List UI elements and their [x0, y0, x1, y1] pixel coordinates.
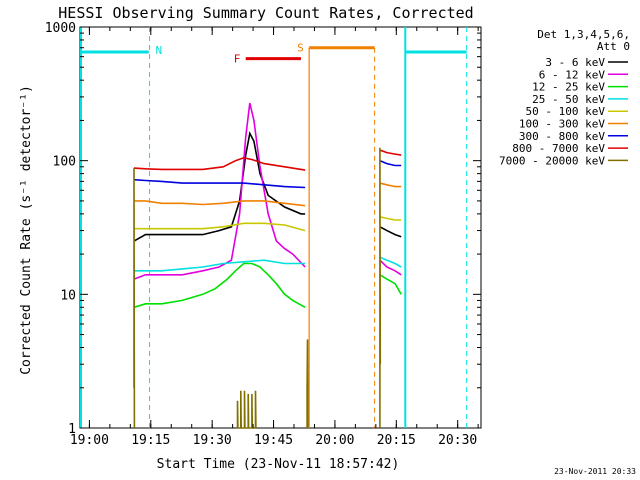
attenuator-label: N	[156, 44, 163, 57]
x-tick-label: 19:30	[193, 433, 232, 448]
x-tick-label: 20:30	[438, 433, 477, 448]
series-50-100-kev	[134, 216, 402, 232]
series-3-6-kev	[133, 131, 402, 242]
legend-entry-label: 800 - 7000 keV	[512, 142, 605, 155]
series-line	[306, 339, 309, 429]
x-axis: 19:00 19:15 19:30 19:45 20:00 20:15 20:30	[70, 27, 479, 448]
series-100-300-kev	[134, 182, 402, 207]
series-line	[379, 159, 402, 167]
legend-entry-label: 7000 - 20000 keV	[499, 154, 605, 167]
y-tick-label: 1000	[45, 21, 76, 36]
flag-label: F	[234, 53, 241, 66]
y-axis-label: Corrected Count Rate (s⁻¹ detector⁻¹)	[19, 85, 34, 375]
series-300-800-kev	[133, 159, 402, 189]
series-line	[134, 200, 306, 207]
legend-title-line-2: Att 0	[597, 40, 630, 53]
x-axis-label: Start Time (23-Nov-11 18:57:42)	[157, 457, 400, 472]
y-tick-label: 1	[68, 422, 76, 437]
x-tick-label: 19:45	[254, 433, 293, 448]
series-line	[379, 182, 402, 188]
series-12-25-kev	[133, 262, 402, 309]
plot-frame	[79, 26, 482, 429]
x-tick-label: 20:00	[315, 433, 354, 448]
legend-entry-label: 50 - 100 keV	[526, 105, 606, 118]
y-tick-label: 100	[53, 155, 76, 170]
series-line	[379, 226, 402, 238]
series-line	[379, 149, 402, 156]
legend-entry-label: 25 - 50 keV	[532, 93, 605, 106]
x-tick-label: 20:15	[377, 433, 416, 448]
series-line	[134, 259, 306, 272]
series-line	[133, 262, 306, 309]
series-line	[133, 178, 306, 189]
legend-entry-label: 12 - 25 keV	[532, 81, 605, 94]
x-tick-label: 19:00	[70, 433, 109, 448]
series-line	[379, 256, 402, 268]
series-line	[133, 156, 306, 171]
series-line	[379, 259, 402, 276]
y-tick-label: 10	[60, 288, 76, 303]
flag-label: S	[297, 42, 304, 55]
footer-date: 23-Nov-2011 20:33	[554, 467, 636, 476]
chart-title: HESSI Observing Summary Count Rates, Cor…	[58, 4, 473, 22]
series-25-50-kev	[134, 256, 402, 272]
legend-entry-label: 100 - 300 keV	[519, 118, 605, 131]
legend-title-line-1: Det 1,3,4,5,6,	[537, 28, 630, 41]
series-800-7000-kev	[133, 149, 402, 171]
series-line	[379, 274, 402, 295]
x-tick-label: 19:15	[131, 433, 170, 448]
plot-area: NFS	[79, 26, 482, 429]
y-axis: 1 10 100 1000	[45, 21, 481, 437]
legend-entry-label: 3 - 6 keV	[545, 56, 605, 69]
series-line	[133, 102, 306, 280]
series-line	[379, 216, 402, 221]
legend-entry-label: 300 - 800 keV	[519, 130, 605, 143]
legend-entry-label: 6 - 12 keV	[539, 68, 606, 81]
series-line	[134, 222, 306, 232]
series-6-12-kev	[133, 102, 402, 280]
series-line	[236, 390, 257, 429]
series-7000-20000-kev	[133, 147, 382, 429]
